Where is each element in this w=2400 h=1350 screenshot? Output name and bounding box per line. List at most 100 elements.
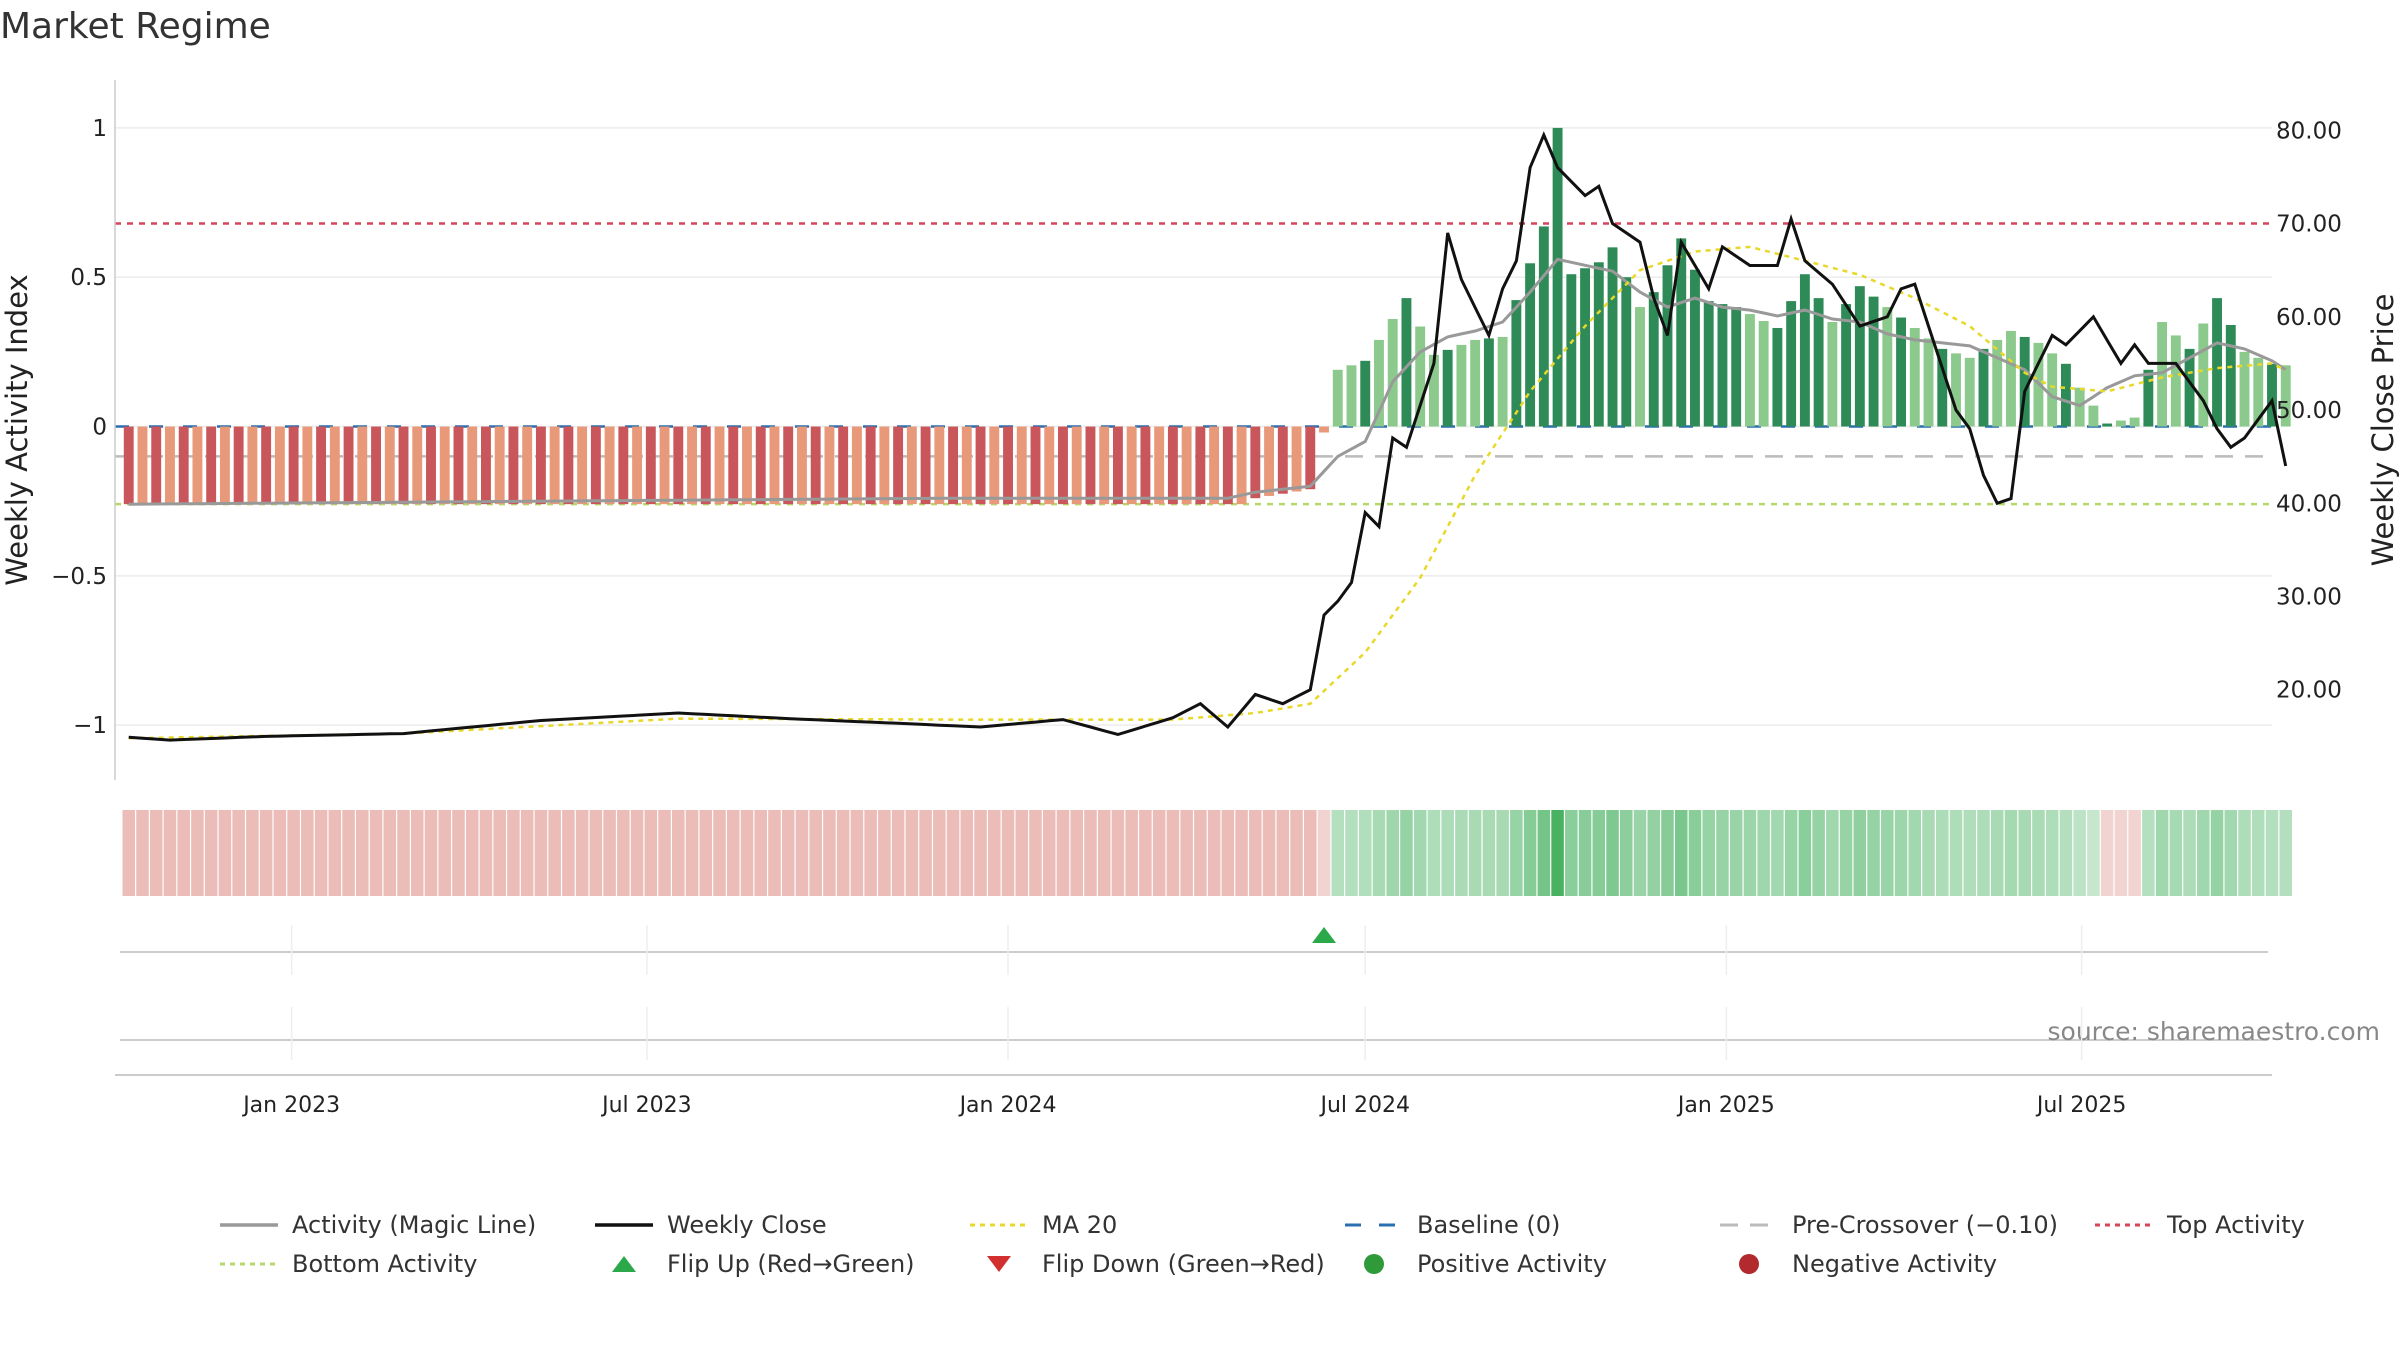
activity-bar [206,426,217,505]
activity-bar [1854,286,1865,427]
activity-bar [851,426,862,505]
left-tick-label: −1 [73,713,107,739]
heat-cell [672,810,685,896]
heat-cell [946,810,960,896]
heat-cell [1001,810,1015,896]
flip-up-marker [1312,927,1337,943]
heat-cell [232,810,245,896]
activity-bar [659,426,670,505]
heat-cell [1977,810,1990,896]
heat-cell [1331,810,1345,896]
left-tick-label: −0.5 [51,564,107,590]
heat-cell [1166,810,1180,896]
heat-cell [919,810,932,896]
heat-cell [809,810,822,896]
heat-cell [1743,810,1757,896]
heat-cell [2128,810,2141,896]
heat-cell [1620,810,1633,896]
heat-cell [1812,810,1825,896]
activity-bar [453,426,464,505]
legend-baseline: Baseline (0) [1417,1211,1560,1239]
right-tick-label: 60.00 [2276,305,2342,331]
activity-bar [1305,426,1316,490]
activity-bar [219,426,230,505]
heat-cell [905,810,919,896]
activity-bar [2184,348,2195,427]
activity-bar [824,426,835,505]
activity-bar [577,426,588,505]
activity-bar [1772,327,1783,427]
activity-bars [123,127,2291,505]
heat-cell [191,810,204,896]
heat-cell [1839,810,1853,896]
heat-cell [1386,810,1399,896]
activity-bar [1154,426,1165,505]
heat-cell [1042,810,1056,896]
activity-bar [604,426,615,505]
heat-cell [1304,810,1317,896]
activity-bar [879,426,890,505]
heat-cell [1235,810,1248,896]
activity-bar [2239,351,2250,427]
activity-bar [123,426,134,505]
activity-bar [1483,338,1494,427]
heat-cell [438,810,452,896]
left-tick-label: 0.5 [70,265,107,291]
heat-cell [1661,810,1674,896]
activity-bar [1058,426,1068,505]
activity-bar [1841,304,1852,427]
heat-cell [1537,810,1551,896]
heat-cell [369,810,383,896]
heat-cell [397,810,410,896]
heat-cell [2238,810,2251,896]
heat-cell [177,810,190,896]
activity-bar [151,426,162,505]
heat-cell [2265,810,2279,896]
activity-bar [1016,426,1027,505]
activity-bar [673,426,684,505]
activity-bar [1360,360,1371,427]
heat-cell [1592,810,1606,896]
heat-cell [2183,810,2196,896]
heat-cell [1798,810,1812,896]
activity-bar [1497,336,1508,427]
activity-bar [1346,365,1357,427]
activity-bar [316,426,327,505]
activity-bar [865,426,876,505]
heat-cell [1139,810,1152,896]
activity-bar [1676,238,1687,427]
heat-cell [479,810,493,896]
heat-cell [136,810,149,896]
activity-bar [1332,369,1343,427]
heat-cell [988,810,1001,896]
activity-bar [2212,298,2222,427]
heat-cell [149,810,163,896]
activity-bar [1319,426,1329,433]
legend-ma20: MA 20 [1042,1211,1117,1239]
x-tick-label: Jan 2024 [958,1093,1057,1118]
activity-bar [1909,327,1920,427]
activity-bar [783,426,794,505]
activity-bar [632,426,643,505]
source-note: source: sharemaestro.com [2048,1017,2381,1046]
activity-bar [1044,426,1055,505]
legend-positive-dot-icon [1364,1254,1384,1274]
activity-bar [1456,344,1467,427]
legend-pre-crossover: Pre-Crossover (−0.10) [1792,1211,2058,1239]
activity-bar [975,426,986,505]
activity-bar [2253,357,2264,427]
heat-cell [2169,810,2183,896]
grid [115,127,2272,726]
heat-cell [658,810,671,896]
activity-bar [1277,426,1288,494]
activity-bar [1264,426,1275,496]
activity-bar [165,426,175,505]
activity-bar [838,426,849,505]
heat-cell [1413,810,1427,896]
activity-bar [618,426,629,505]
heat-cell [2018,810,2031,896]
heat-cell [562,810,575,896]
x-axis: Jan 2023 Jul 2023 Jan 2024 Jul 2024 Jan 2025… [241,925,2126,1118]
activity-heat-strip [122,810,2293,896]
heat-cell [204,810,218,896]
